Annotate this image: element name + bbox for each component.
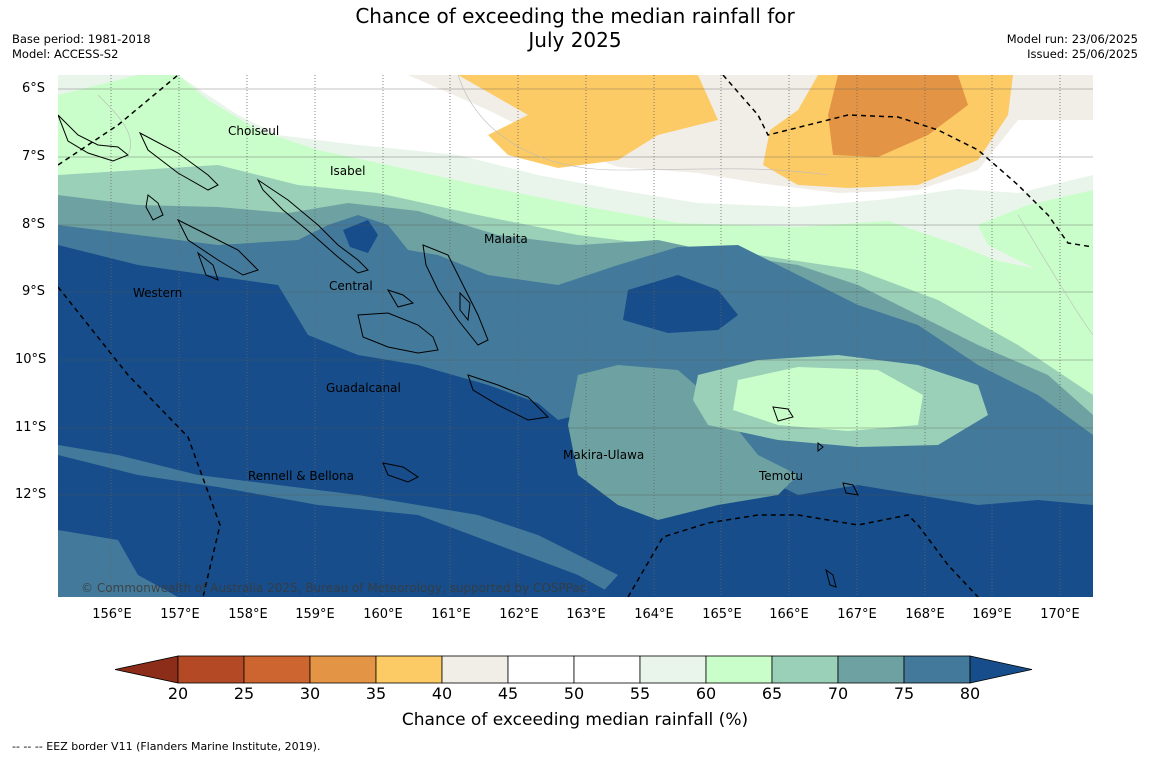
lat-tick: 11°S — [15, 420, 47, 435]
lon-tick: 158°E — [228, 607, 268, 622]
lat-tick: 6°S — [22, 81, 46, 96]
base-period: Base period: 1981-2018 — [12, 32, 151, 46]
colorbar-extend-high — [969, 655, 1033, 684]
rainfall-map: Choiseul Isabel Malaita Western Central … — [58, 75, 1093, 597]
lat-tick: 9°S — [22, 284, 46, 299]
region-label-temotu: Temotu — [758, 469, 803, 483]
colorbar-tick: 55 — [629, 684, 651, 703]
faint-contours — [97, 75, 1093, 336]
colorbar-tick: 70 — [827, 684, 849, 703]
colorbar-extend-low — [114, 655, 179, 684]
contour-75-80-sw-band — [58, 530, 178, 597]
contour-35-40-west — [458, 75, 718, 168]
colorbar-swatch — [771, 655, 839, 684]
colorbar-swatch — [639, 655, 707, 684]
meta-left: Base period: 1981-2018 Model: ACCESS-S2 — [12, 32, 151, 62]
region-label-guadalcanal: Guadalcanal — [326, 381, 401, 395]
lon-tick: 164°E — [634, 607, 674, 622]
colorbar-swatch — [903, 655, 971, 684]
colorbar-swatch — [309, 655, 377, 684]
lat-tick: 7°S — [22, 149, 46, 164]
colorbar-tick: 45 — [497, 684, 519, 703]
lon-tick: 161°E — [431, 607, 471, 622]
region-label-western: Western — [133, 286, 182, 300]
colorbar-tick: 20 — [167, 684, 189, 703]
eez-borders — [58, 75, 1093, 597]
region-label-makira-ulawa: Makira-Ulawa — [563, 448, 644, 462]
colorbar-tick: 30 — [299, 684, 321, 703]
colorbar — [114, 655, 1033, 684]
issued-date: Issued: 25/06/2025 — [1027, 47, 1138, 61]
contour-30-35 — [828, 75, 968, 157]
lon-tick: 168°E — [905, 607, 945, 622]
map-title-line2: July 2025 — [528, 28, 622, 52]
lon-tick: 156°E — [92, 607, 132, 622]
lat-tick: 12°S — [15, 487, 47, 502]
colorbar-tick: 80 — [959, 684, 981, 703]
lon-tick: 162°E — [499, 607, 539, 622]
copyright-notice: © Commonwealth of Australia 2025, Bureau… — [81, 581, 586, 595]
colorbar-swatch — [573, 655, 641, 684]
map-title-line1: Chance of exceeding the median rainfall … — [355, 4, 795, 28]
lon-tick: 160°E — [363, 607, 403, 622]
colorbar-tick: 35 — [365, 684, 387, 703]
lon-tick: 166°E — [769, 607, 809, 622]
colorbar-tick: 50 — [563, 684, 585, 703]
colorbar-tick: 75 — [893, 684, 915, 703]
colorbar-swatch — [441, 655, 509, 684]
lon-tick: 169°E — [972, 607, 1012, 622]
colorbar-swatch — [177, 655, 245, 684]
lat-tick: 8°S — [22, 217, 46, 232]
colorbar-swatch — [375, 655, 443, 684]
region-label-rennell-bellona: Rennell & Bellona — [248, 469, 354, 483]
colorbar-tick: 65 — [761, 684, 783, 703]
model-name: Model: ACCESS-S2 — [12, 47, 119, 61]
colorbar-tick: 40 — [431, 684, 453, 703]
lon-tick: 157°E — [160, 607, 200, 622]
lon-tick: 163°E — [566, 607, 606, 622]
latitude-gridlines — [58, 88, 1093, 496]
eez-footnote: -- -- -- EEZ border V11 (Flanders Marine… — [12, 740, 321, 753]
model-run: Model run: 23/06/2025 — [1006, 32, 1138, 46]
lon-tick: 165°E — [702, 607, 742, 622]
colorbar-tick: 60 — [695, 684, 717, 703]
lon-tick: 159°E — [295, 607, 335, 622]
lon-tick: 170°E — [1040, 607, 1080, 622]
lat-tick: 10°S — [15, 352, 47, 367]
island-outlines — [58, 114, 859, 588]
colorbar-swatch — [705, 655, 773, 684]
colorbar-swatch — [507, 655, 575, 684]
region-label-choiseul: Choiseul — [228, 124, 279, 138]
region-label-malaita: Malaita — [484, 232, 528, 246]
colorbar-swatch — [837, 655, 905, 684]
colorbar-label: Chance of exceeding median rainfall (%) — [401, 710, 749, 730]
contour-60-65-ne — [978, 190, 1093, 305]
contour-70-75-makira — [568, 365, 798, 520]
region-label-isabel: Isabel — [330, 164, 365, 178]
region-label-central: Central — [329, 279, 373, 293]
contour-above-80-central — [623, 275, 738, 333]
contour-above-80-sw — [58, 455, 618, 597]
contour-60-65-temotu — [733, 367, 923, 431]
longitude-gridlines — [110, 75, 1061, 597]
colorbar-tick: 25 — [233, 684, 255, 703]
lon-tick: 167°E — [837, 607, 877, 622]
meta-right: Model run: 23/06/2025 Issued: 25/06/2025 — [1007, 32, 1138, 62]
colorbar-swatch — [243, 655, 311, 684]
contour-above-80-isabel — [343, 220, 378, 253]
